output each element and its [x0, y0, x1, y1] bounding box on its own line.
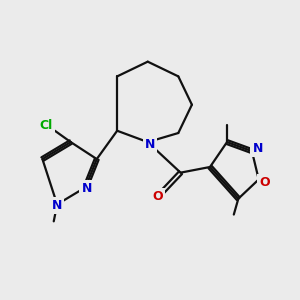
Text: N: N: [81, 182, 92, 195]
Text: N: N: [252, 142, 263, 155]
Text: Cl: Cl: [39, 118, 52, 132]
Text: N: N: [145, 138, 155, 151]
Text: N: N: [52, 199, 62, 212]
Text: O: O: [153, 190, 163, 203]
Text: O: O: [259, 176, 270, 189]
